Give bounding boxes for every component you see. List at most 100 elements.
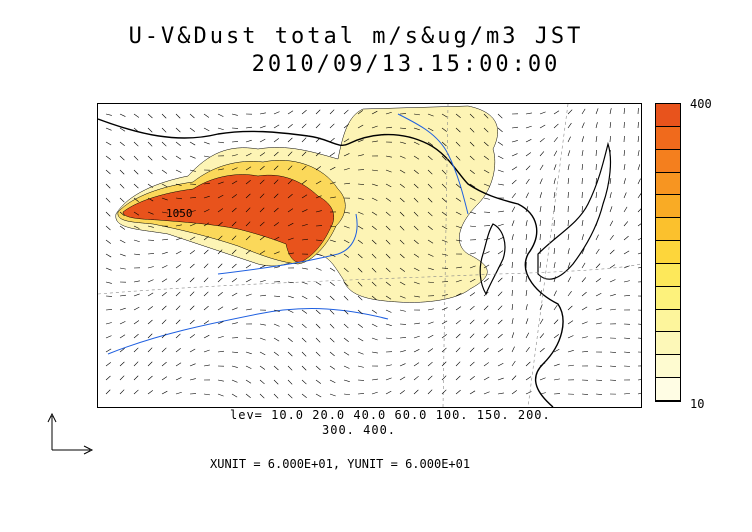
wind-vector bbox=[497, 362, 504, 367]
wind-vector bbox=[259, 365, 266, 370]
wind-vector bbox=[133, 127, 139, 133]
wind-vector bbox=[623, 295, 630, 297]
wind-vector bbox=[357, 337, 364, 342]
wind-vector bbox=[161, 361, 167, 367]
wind-vector bbox=[245, 293, 252, 297]
wind-vector bbox=[511, 304, 514, 311]
wind-vector bbox=[105, 113, 112, 116]
wind-vector bbox=[441, 197, 447, 203]
wind-vector bbox=[231, 194, 237, 199]
wind-vector bbox=[553, 348, 560, 353]
wind-vector bbox=[245, 308, 252, 311]
wind-vector bbox=[133, 239, 140, 243]
wind-vector bbox=[399, 225, 405, 231]
wind-vector bbox=[315, 137, 321, 143]
wind-vector bbox=[455, 361, 461, 367]
wind-vector bbox=[539, 262, 541, 269]
wind-vector bbox=[413, 281, 420, 285]
wind-vector bbox=[623, 206, 628, 213]
wind-vector bbox=[161, 127, 167, 133]
wind-vector bbox=[539, 220, 541, 227]
wind-vector bbox=[147, 253, 155, 255]
wind-vector bbox=[637, 379, 641, 381]
wind-vector bbox=[497, 210, 504, 213]
wind-vector bbox=[399, 267, 405, 272]
wind-vector bbox=[231, 249, 237, 255]
wind-vector bbox=[315, 295, 321, 300]
wind-vector bbox=[455, 183, 461, 189]
wind-vector bbox=[259, 179, 265, 185]
wind-vector bbox=[217, 249, 223, 255]
wind-vector bbox=[511, 126, 518, 129]
wind-vector bbox=[315, 109, 321, 115]
wind-vector bbox=[427, 225, 433, 230]
wind-vector bbox=[511, 234, 514, 241]
wind-vector bbox=[553, 150, 558, 157]
title-line1: U-V&Dust total m/s&ug/m3 JST bbox=[128, 24, 584, 49]
wind-vector bbox=[315, 393, 322, 398]
wind-vector bbox=[595, 192, 598, 199]
wind-vector bbox=[329, 281, 335, 287]
wind-vector bbox=[161, 319, 167, 325]
wind-vector bbox=[427, 253, 434, 257]
colorbar-segment bbox=[656, 378, 680, 401]
wind-vector bbox=[245, 235, 251, 241]
wind-vector bbox=[343, 211, 350, 214]
wind-vector bbox=[343, 267, 349, 273]
units-text: XUNIT = 6.000E+01, YUNIT = 6.000E+01 bbox=[210, 457, 471, 471]
wind-vector bbox=[609, 365, 617, 367]
wind-vector bbox=[301, 238, 308, 241]
wind-vector bbox=[161, 183, 168, 188]
wind-vector bbox=[357, 323, 363, 328]
wind-vector bbox=[357, 211, 364, 215]
wind-vector bbox=[231, 113, 238, 116]
wind-vector bbox=[161, 265, 168, 269]
wind-vector bbox=[245, 337, 252, 340]
wind-vector bbox=[483, 391, 490, 395]
wind-vector bbox=[371, 351, 378, 354]
wind-vector bbox=[175, 169, 182, 173]
wind-vector bbox=[469, 319, 475, 325]
wind-vector bbox=[189, 348, 196, 353]
wind-vector bbox=[539, 362, 546, 367]
wind-vector bbox=[105, 169, 111, 175]
wind-vector bbox=[455, 375, 461, 381]
wind-vector bbox=[273, 379, 279, 385]
coastline bbox=[98, 118, 564, 407]
colorbar-segment bbox=[656, 355, 680, 379]
wind-vector bbox=[581, 136, 584, 143]
wind-vector bbox=[469, 155, 475, 161]
wind-vector bbox=[203, 320, 210, 325]
wind-vector bbox=[175, 155, 182, 160]
wind-vector bbox=[413, 183, 419, 189]
wind-vector bbox=[399, 350, 406, 353]
wind-vector bbox=[133, 306, 140, 311]
wind-vector bbox=[343, 351, 350, 356]
wind-vector bbox=[315, 151, 321, 157]
wind-vector bbox=[455, 127, 461, 133]
japan-coast bbox=[537, 141, 612, 280]
wind-vector bbox=[147, 390, 153, 395]
wind-vector bbox=[427, 308, 434, 311]
wind-vector bbox=[483, 291, 489, 297]
wind-vector bbox=[483, 155, 489, 160]
wind-vector bbox=[273, 365, 279, 371]
wind-vector bbox=[105, 389, 111, 395]
wind-vector bbox=[441, 361, 447, 367]
wind-vector bbox=[413, 375, 419, 381]
wind-vector bbox=[413, 362, 420, 367]
wind-vector bbox=[133, 169, 139, 175]
wind-vector bbox=[133, 333, 139, 339]
wind-vector bbox=[441, 183, 447, 189]
wind-vector bbox=[413, 267, 420, 272]
wind-vector bbox=[161, 155, 167, 161]
wind-vector bbox=[203, 195, 210, 199]
wind-vector bbox=[147, 319, 153, 325]
wind-vector bbox=[189, 236, 196, 241]
wind-vector bbox=[357, 309, 363, 315]
wind-vector bbox=[231, 365, 238, 368]
wind-vector bbox=[553, 123, 559, 129]
wind-vector bbox=[553, 192, 556, 199]
wind-vector bbox=[427, 321, 434, 325]
wind-vector bbox=[259, 152, 266, 157]
